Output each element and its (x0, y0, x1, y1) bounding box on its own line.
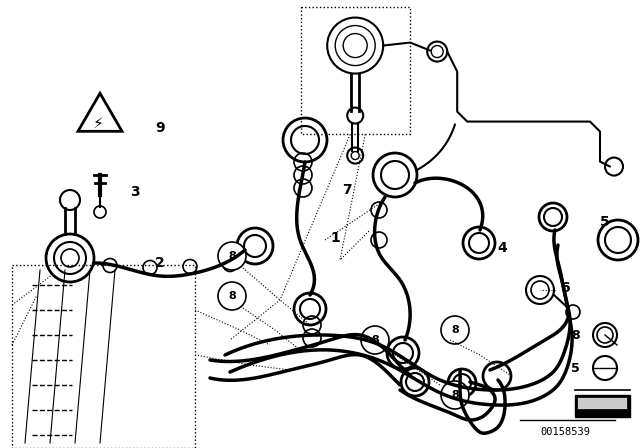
Bar (577, 397, 627, 409)
Circle shape (218, 282, 246, 310)
Text: ⚡: ⚡ (93, 116, 104, 130)
Circle shape (441, 316, 469, 344)
Text: 1: 1 (330, 231, 340, 245)
Text: 8: 8 (451, 390, 459, 400)
Text: 8: 8 (228, 291, 236, 301)
Circle shape (218, 242, 246, 270)
Text: 4: 4 (497, 241, 507, 255)
Text: 8: 8 (371, 335, 379, 345)
Text: 5: 5 (572, 362, 580, 375)
Text: 5: 5 (600, 215, 610, 229)
Circle shape (441, 381, 469, 409)
Text: 8: 8 (572, 328, 580, 341)
Text: 3: 3 (130, 185, 140, 199)
Bar (301, 7, 410, 134)
Bar (575, 395, 630, 417)
Text: 8: 8 (228, 251, 236, 261)
Text: 2: 2 (155, 256, 164, 270)
Text: 00158539: 00158539 (540, 427, 590, 437)
Text: 7: 7 (342, 183, 351, 197)
Text: 6: 6 (560, 281, 570, 295)
Text: 9: 9 (155, 121, 164, 135)
Bar (12, 265, 195, 448)
Text: 8: 8 (451, 325, 459, 335)
Circle shape (361, 326, 389, 354)
